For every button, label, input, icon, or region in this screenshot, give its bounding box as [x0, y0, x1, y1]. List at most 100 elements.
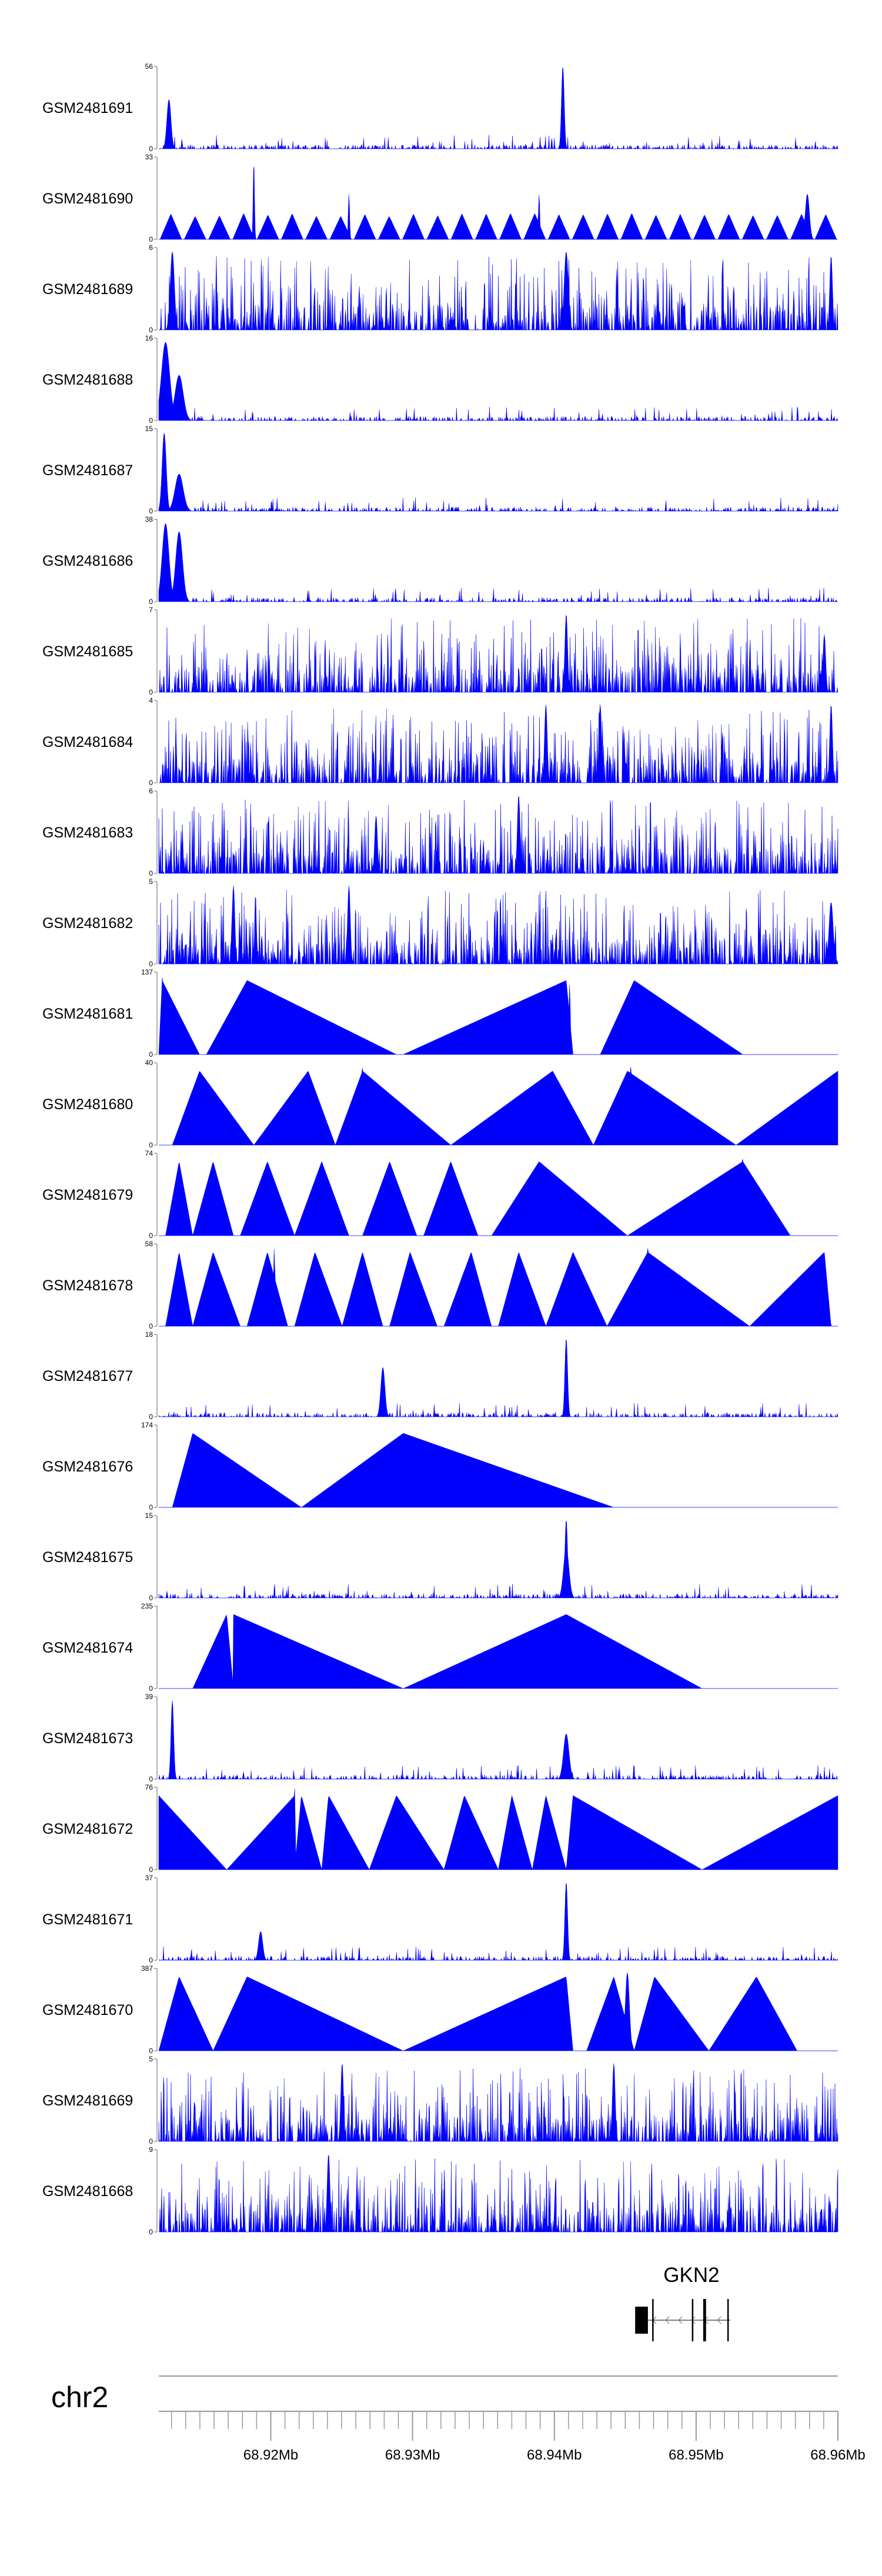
track-gsm2481682: GSM2481682 5 0: [42, 877, 838, 968]
track-label: GSM2481684: [42, 734, 133, 750]
track-gsm2481670: GSM2481670 387 0: [42, 1964, 838, 2055]
axis-tick-label: 68.93Mb: [385, 2447, 440, 2463]
y-tick-label-max: 5: [149, 2055, 153, 2063]
y-tick-label-max: 5: [149, 877, 153, 886]
y-tick-label-max: 15: [145, 425, 153, 433]
y-tick-label-min: 0: [149, 2228, 153, 2236]
track-gsm2481681: GSM2481681 137 0: [42, 968, 838, 1059]
track-label: GSM2481669: [42, 2093, 133, 2109]
coverage-area: [158, 2063, 838, 2142]
track-gsm2481686: GSM2481686 38 0: [42, 515, 838, 606]
track-label: GSM2481676: [42, 1459, 133, 1475]
y-tick-label-min: 0: [149, 1775, 153, 1783]
y-tick-label-max: 33: [145, 153, 153, 161]
track-gsm2481683: GSM2481683 6 0: [42, 787, 838, 877]
track-label: GSM2481673: [42, 1730, 133, 1747]
coverage-area: [158, 1973, 838, 2051]
track-label: GSM2481675: [42, 1549, 133, 1566]
gene-model: [635, 2299, 730, 2341]
y-tick-label-max: 16: [145, 334, 153, 342]
y-tick-label-min: 0: [149, 235, 153, 243]
gene-exon: [652, 2299, 654, 2341]
coverage-area: [158, 1788, 838, 1870]
chromosome-label: chr2: [51, 2381, 108, 2414]
track-label: GSM2481672: [42, 1821, 133, 1837]
y-tick-label-min: 0: [149, 1684, 153, 1693]
y-tick-label-max: 4: [149, 696, 153, 705]
y-tick-label-max: 235: [141, 1602, 153, 1610]
track-label: GSM2481674: [42, 1640, 133, 1656]
track-gsm2481690: GSM2481690 33 0: [42, 153, 838, 243]
axis-tick-label: 68.92Mb: [243, 2447, 298, 2463]
gene-exon: [635, 2307, 648, 2334]
y-tick-label-min: 0: [149, 598, 153, 606]
y-tick-label-max: 15: [145, 1511, 153, 1520]
coverage-area: [158, 796, 838, 874]
track-gsm2481687: GSM2481687 15 0: [42, 425, 838, 515]
axis-tick-label: 68.96Mb: [810, 2447, 865, 2463]
y-tick-label-max: 18: [145, 1330, 153, 1339]
track-label: GSM2481689: [42, 281, 133, 298]
coverage-area: [159, 705, 838, 783]
strand-arrow: [665, 2316, 670, 2324]
y-tick-label-max: 137: [141, 968, 153, 976]
y-tick-label-max: 56: [145, 62, 153, 71]
y-tick-label-max: 74: [145, 1149, 153, 1157]
coverage-area: [158, 1339, 838, 1417]
gene-annotation-track: GKN2: [635, 2264, 730, 2341]
track-gsm2481674: GSM2481674 235 0: [42, 1602, 838, 1693]
track-label: GSM2481680: [42, 1096, 133, 1113]
coverage-area: [159, 1614, 838, 1689]
coverage-area: [158, 523, 838, 602]
genome-axis-track: chr2 68.92Mb 68.93Mb 68.94Mb 68.95Mb 68.96Mb: [51, 2375, 866, 2463]
coverage-area: [159, 1066, 838, 1146]
track-label: GSM2481682: [42, 915, 133, 932]
track-gsm2481684: GSM2481684 4 0: [42, 696, 838, 787]
y-tick-label-min: 0: [149, 1232, 153, 1240]
y-tick-label-min: 0: [149, 779, 153, 787]
track-gsm2481680: GSM2481680 40 0: [42, 1059, 838, 1149]
y-tick-label-min: 0: [149, 1866, 153, 1874]
y-tick-label-max: 40: [145, 1059, 153, 1067]
track-label: GSM2481691: [42, 100, 133, 116]
track-label: GSM2481677: [42, 1368, 133, 1384]
coverage-area: [159, 615, 838, 693]
gene-exon: [691, 2299, 694, 2341]
coverage-area: [159, 1433, 838, 1508]
track-label: GSM2481679: [42, 1187, 133, 1203]
y-tick-label-min: 0: [149, 145, 153, 153]
y-tick-label-max: 174: [141, 1421, 153, 1429]
track-label: GSM2481690: [42, 191, 133, 207]
y-tick-label-max: 9: [149, 2145, 153, 2154]
strand-arrow: [717, 2316, 721, 2324]
coverage-area: [158, 1520, 838, 1599]
coverage-area: [158, 433, 838, 512]
track-label: GSM2481668: [42, 2183, 133, 2200]
coverage-area: [159, 251, 838, 331]
y-tick-label-min: 0: [149, 1322, 153, 1330]
coverage-area: [159, 1248, 838, 1327]
y-tick-label-min: 0: [149, 1956, 153, 1964]
coverage-area: [158, 885, 838, 965]
track-label: GSM2481686: [42, 553, 133, 569]
track-gsm2481669: GSM2481669 5 0: [42, 2055, 838, 2145]
y-tick-label-min: 0: [149, 1050, 153, 1059]
track-label: GSM2481687: [42, 462, 133, 479]
coverage-area: [158, 1701, 838, 1780]
y-tick-label-min: 0: [149, 326, 153, 334]
coverage-area: [158, 342, 838, 421]
track-gsm2481668: GSM2481668 9 0: [42, 2145, 838, 2236]
y-tick-label-min: 0: [149, 1594, 153, 1602]
y-tick-label-min: 0: [149, 688, 153, 696]
track-label: GSM2481685: [42, 643, 133, 660]
track-gsm2481679: GSM2481679 74 0: [42, 1149, 838, 1240]
strand-arrow: [691, 2316, 696, 2324]
y-tick-label-max: 39: [145, 1693, 153, 1701]
track-gsm2481689: GSM2481689 6 0: [42, 243, 838, 334]
strand-arrow: [678, 2316, 683, 2324]
axis-tick-label: 68.94Mb: [527, 2447, 582, 2463]
coverage-tracks: GSM2481691560GSM2481690330GSM248168960GS…: [42, 62, 838, 2236]
coverage-area: [159, 1159, 838, 1236]
y-tick-label-min: 0: [149, 2137, 153, 2145]
